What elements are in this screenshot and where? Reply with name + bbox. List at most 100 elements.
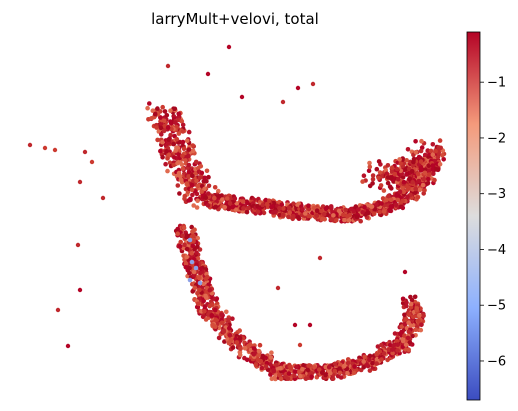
data-point	[438, 145, 444, 151]
data-point	[379, 342, 384, 348]
data-point	[42, 145, 48, 151]
data-point	[407, 340, 413, 345]
data-point	[276, 372, 282, 378]
data-point	[367, 203, 373, 208]
data-point	[404, 158, 409, 163]
data-point	[406, 312, 412, 317]
data-point	[183, 261, 189, 266]
data-point	[317, 255, 323, 261]
data-point	[362, 354, 368, 360]
data-point	[159, 132, 164, 137]
data-point	[404, 303, 409, 309]
data-point	[193, 265, 199, 271]
data-point	[410, 179, 416, 185]
data-point	[418, 167, 424, 173]
data-point	[186, 162, 192, 168]
data-point	[403, 167, 409, 172]
data-point	[191, 233, 196, 239]
colorbar	[466, 31, 481, 401]
data-point	[310, 81, 316, 87]
data-point	[178, 177, 184, 183]
data-point	[408, 294, 413, 300]
data-point	[412, 190, 418, 195]
data-point	[388, 197, 394, 203]
data-point	[165, 168, 170, 174]
data-point	[52, 147, 58, 153]
data-point	[390, 350, 395, 356]
data-point	[335, 373, 341, 379]
data-point	[242, 346, 248, 351]
data-point	[207, 309, 212, 315]
data-point	[193, 159, 199, 165]
data-point	[271, 210, 276, 215]
data-point	[179, 119, 185, 124]
data-point	[323, 372, 328, 378]
data-point	[180, 122, 186, 128]
data-point	[182, 193, 188, 199]
data-point	[422, 152, 428, 158]
data-point	[361, 365, 367, 370]
data-point	[205, 203, 211, 208]
data-point	[213, 204, 218, 210]
data-point	[404, 172, 409, 177]
data-point	[351, 208, 356, 214]
data-point	[287, 205, 292, 211]
data-point	[200, 314, 206, 320]
data-point	[303, 211, 308, 216]
data-point	[360, 210, 365, 215]
data-point	[271, 367, 276, 373]
data-point	[268, 372, 273, 377]
data-point	[356, 207, 361, 212]
data-point	[280, 212, 286, 218]
data-point	[197, 175, 203, 181]
data-point	[408, 301, 414, 307]
data-point	[186, 174, 191, 179]
data-point	[155, 106, 160, 111]
data-point	[418, 148, 424, 154]
data-point	[227, 332, 233, 338]
data-point	[440, 153, 445, 158]
data-point	[183, 158, 188, 163]
data-point	[82, 149, 88, 155]
data-point	[293, 369, 298, 375]
data-point	[171, 141, 176, 147]
data-point	[418, 159, 424, 164]
data-point	[251, 346, 257, 351]
data-point	[402, 269, 408, 275]
data-point	[416, 318, 421, 324]
data-point	[186, 147, 192, 152]
data-point	[430, 167, 436, 172]
data-point	[295, 85, 301, 91]
data-point	[209, 313, 215, 318]
data-point	[367, 357, 372, 363]
data-point	[400, 175, 406, 180]
data-point	[360, 179, 365, 184]
data-point	[379, 357, 384, 362]
data-point	[204, 168, 210, 174]
data-point	[219, 312, 225, 318]
data-point	[366, 210, 371, 216]
data-point	[161, 128, 167, 134]
data-point	[351, 370, 357, 376]
data-point	[421, 187, 427, 192]
data-point	[55, 307, 61, 313]
data-point	[431, 171, 436, 177]
data-point	[195, 290, 200, 296]
data-point	[419, 322, 424, 328]
data-point	[180, 153, 185, 159]
data-point	[413, 327, 419, 333]
data-point	[322, 217, 328, 222]
data-point	[165, 156, 170, 161]
data-point	[222, 205, 227, 210]
data-point	[413, 150, 419, 155]
data-point	[155, 137, 160, 143]
data-point	[303, 376, 309, 382]
data-point	[244, 357, 250, 363]
data-point	[253, 362, 259, 367]
data-point	[297, 369, 302, 375]
data-point	[301, 363, 306, 368]
data-point	[180, 139, 186, 145]
data-point	[334, 218, 339, 223]
data-point	[388, 204, 394, 209]
data-point	[395, 348, 400, 353]
